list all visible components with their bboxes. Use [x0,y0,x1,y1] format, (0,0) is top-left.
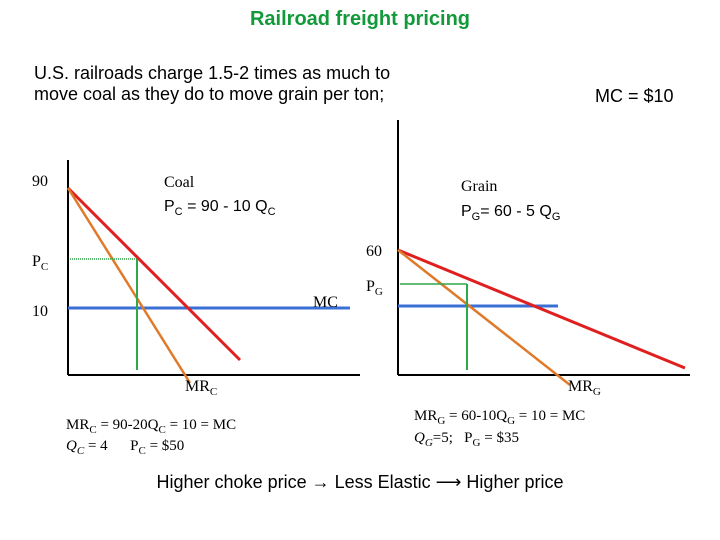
coal-demand-equation: PC = 90 - 10 QC [164,198,276,218]
coal-solution-line-2: QC = 4 PC = $50 [66,438,184,457]
grain-mr-label: MRG [568,378,601,398]
grain-solution-line-2: QG=5; PG = $35 [414,430,519,449]
coal-solution-line-1: MRC = 90-20QC = 10 = MC [66,417,236,436]
intro-text: U.S. railroads charge 1.5-2 times as muc… [34,63,391,104]
page-title: Railroad freight pricing [249,8,471,30]
coal-name: Coal [164,174,195,191]
grain-mr-line [397,249,571,386]
mc-note: MC = $10 [595,86,674,106]
coal-mr-label: MRC [185,378,217,398]
grain-tick-60: 60 [366,243,382,260]
grain-demand-line [397,248,686,370]
coal-tick-90: 90 [32,173,48,190]
coal-mc-label: MC [313,294,338,311]
grain-name: Grain [461,178,497,195]
conclusion-text: Higher choke price → Less Elastic ⟶ High… [156,472,564,492]
grain-solution-line-1: MRG = 60-10QG = 10 = MC [414,408,585,427]
grain-demand-equation: PG= 60 - 5 QG [461,203,560,223]
coal-tick-10: 10 [32,303,48,320]
coal-tick-pc: PC [32,253,48,273]
grain-tick-pg: PG [366,278,383,298]
coal-mr-line [66,187,192,384]
coal-demand-line [66,186,242,362]
